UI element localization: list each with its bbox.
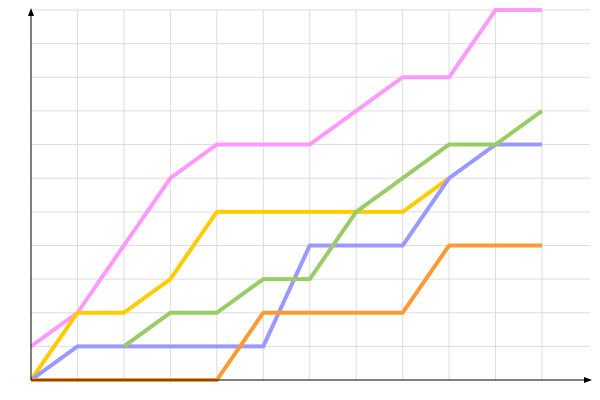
- series-line-1: [29, 8, 542, 348]
- y-axis-arrow-icon: [28, 8, 34, 16]
- axes: [28, 8, 592, 383]
- grid: [31, 9, 590, 380]
- series-line-3: [29, 142, 542, 382]
- series-group: [29, 8, 544, 382]
- x-axis-arrow-icon: [584, 377, 592, 383]
- series-line-2: [29, 176, 451, 382]
- series-line-4: [122, 109, 544, 348]
